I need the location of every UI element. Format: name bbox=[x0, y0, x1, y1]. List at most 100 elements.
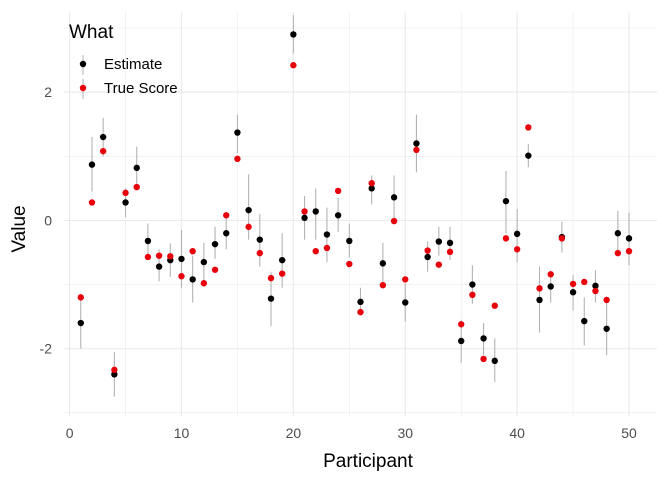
x-tick-label: 30 bbox=[397, 425, 413, 441]
estimate-point bbox=[368, 185, 375, 192]
estimate-point bbox=[189, 276, 196, 283]
true-score-point bbox=[581, 278, 588, 286]
true-score-point bbox=[413, 146, 420, 154]
true-score-point bbox=[446, 248, 454, 256]
true-score-point bbox=[111, 366, 118, 374]
estimate-point bbox=[402, 299, 409, 306]
true-score-point bbox=[625, 247, 633, 255]
true-score-point bbox=[502, 235, 510, 242]
y-tick-label: 2 bbox=[44, 84, 52, 100]
estimate-point bbox=[502, 197, 510, 205]
true-score-point bbox=[88, 199, 96, 206]
true-score-point bbox=[480, 355, 487, 363]
estimate-point bbox=[278, 256, 286, 264]
estimate-point bbox=[334, 212, 342, 219]
estimate-point bbox=[491, 357, 498, 365]
true-score-point bbox=[346, 260, 353, 268]
true-score-point bbox=[167, 253, 174, 260]
true-score-point bbox=[312, 247, 319, 255]
estimate-point bbox=[614, 230, 622, 237]
estimate-point bbox=[155, 263, 163, 270]
true-score-point bbox=[155, 252, 163, 259]
true-score-point bbox=[469, 291, 476, 298]
estimate-point bbox=[245, 206, 252, 214]
x-axis-title: Participant bbox=[323, 451, 413, 472]
true-score-point bbox=[603, 296, 610, 304]
true-score-point bbox=[357, 308, 364, 316]
estimate-point bbox=[267, 295, 275, 302]
true-score-point bbox=[334, 187, 342, 195]
true-score-point bbox=[368, 180, 375, 187]
estimate-point bbox=[457, 337, 465, 345]
true-score-point bbox=[569, 280, 577, 288]
estimate-point bbox=[446, 239, 454, 247]
estimate-point bbox=[301, 214, 308, 222]
true-score-point bbox=[267, 274, 275, 282]
true-score-point bbox=[256, 249, 264, 257]
legend-label-estimate: Estimate bbox=[104, 56, 162, 73]
estimate-point bbox=[234, 129, 241, 136]
estimate-point bbox=[211, 240, 219, 248]
estimate-point bbox=[390, 194, 398, 201]
y-tick-label: -2 bbox=[40, 341, 53, 357]
estimate-point bbox=[144, 237, 152, 245]
true-score-point bbox=[379, 281, 387, 289]
true-score-point bbox=[133, 183, 140, 191]
x-tick-label: 20 bbox=[286, 425, 302, 441]
true-score-point bbox=[513, 246, 521, 253]
estimate-point bbox=[569, 289, 577, 296]
true-score-point bbox=[200, 280, 208, 287]
true-score-point bbox=[614, 249, 622, 257]
true-score-point bbox=[323, 244, 331, 252]
estimate-point bbox=[379, 260, 387, 267]
true-score-point bbox=[536, 285, 543, 292]
true-score-point bbox=[234, 155, 241, 163]
estimate-point bbox=[435, 238, 443, 245]
estimate-point bbox=[122, 199, 129, 206]
estimate-point bbox=[111, 371, 118, 378]
estimate-point bbox=[200, 258, 208, 266]
legend: What Estimate True Score bbox=[69, 22, 178, 99]
legend-title: What bbox=[69, 22, 114, 43]
true-score-point bbox=[178, 273, 185, 280]
true-score-point bbox=[457, 321, 465, 328]
true-score-point bbox=[491, 302, 498, 309]
estimate-point bbox=[469, 281, 476, 288]
estimate-point bbox=[603, 325, 610, 332]
estimate-point bbox=[312, 208, 319, 215]
true-score-point bbox=[592, 287, 599, 295]
legend-key-true-score bbox=[79, 84, 87, 92]
y-tick-label: 0 bbox=[44, 212, 52, 228]
true-score-point bbox=[211, 266, 219, 273]
estimate-point bbox=[99, 133, 107, 141]
estimate-point bbox=[424, 253, 431, 261]
estimate-point bbox=[625, 235, 633, 242]
estimate-point bbox=[525, 152, 532, 159]
true-score-point bbox=[99, 147, 107, 155]
true-score-point bbox=[245, 223, 252, 231]
estimate-point bbox=[323, 231, 331, 238]
estimate-point bbox=[133, 164, 140, 172]
true-score-point bbox=[547, 271, 554, 278]
estimate-point bbox=[223, 230, 230, 237]
x-tick-label: 50 bbox=[621, 425, 637, 441]
x-tick-label: 10 bbox=[174, 425, 190, 441]
true-score-point bbox=[290, 62, 297, 69]
true-score-point bbox=[301, 208, 308, 215]
estimate-point bbox=[256, 236, 264, 243]
true-score-point bbox=[558, 235, 566, 242]
true-score-point bbox=[189, 247, 196, 255]
estimate-point bbox=[581, 317, 588, 325]
true-score-point bbox=[122, 189, 129, 197]
x-tick-label: 40 bbox=[509, 425, 525, 441]
true-score-points bbox=[77, 62, 633, 374]
estimate-point bbox=[547, 283, 554, 290]
error-bars bbox=[80, 15, 630, 397]
estimate-point bbox=[536, 296, 543, 304]
true-score-point bbox=[435, 261, 443, 268]
estimate-point bbox=[290, 31, 297, 38]
legend-label-true-score: True Score bbox=[104, 80, 178, 97]
estimate-point bbox=[413, 140, 420, 147]
tick-labels: 0 10 20 30 40 50 -2 0 2 bbox=[40, 84, 637, 441]
